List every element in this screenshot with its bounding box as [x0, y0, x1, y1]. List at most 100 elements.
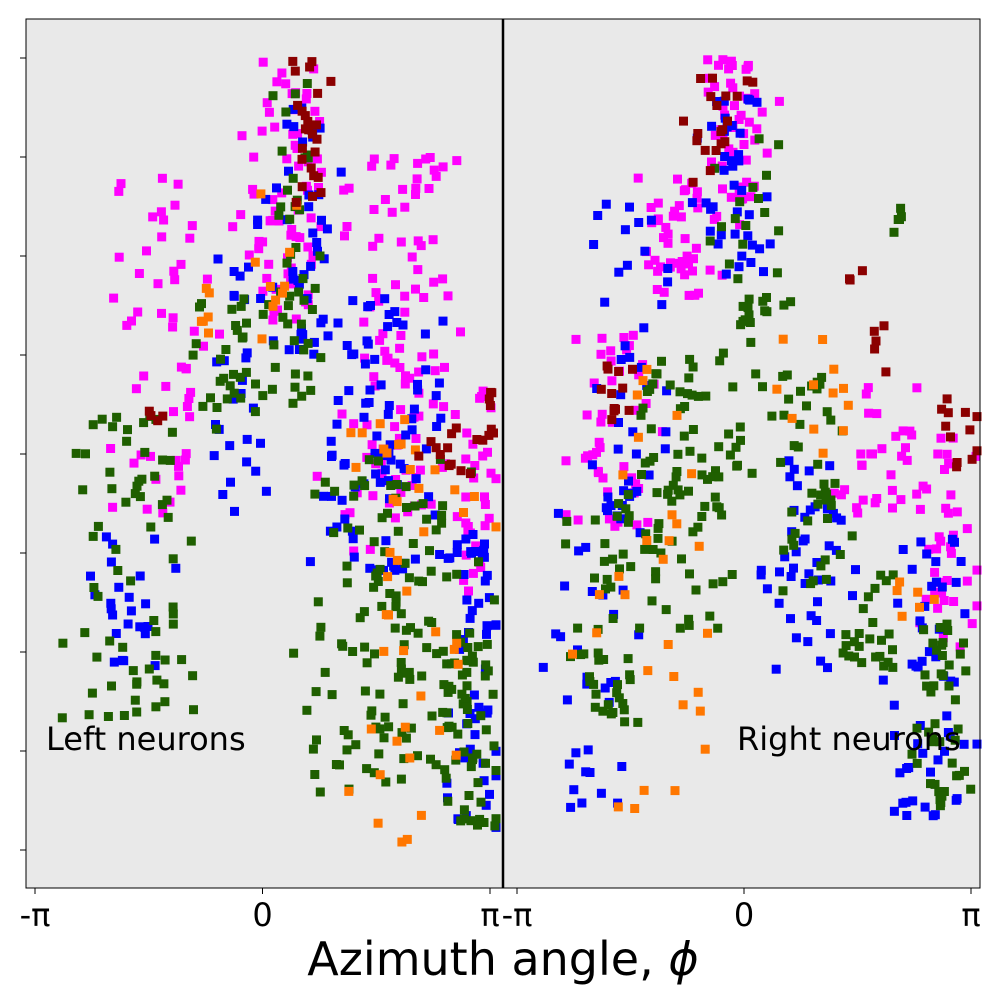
- left-point: [395, 343, 405, 353]
- left-point: [385, 589, 395, 598]
- right-point: [881, 367, 891, 377]
- right-point: [856, 449, 866, 459]
- right-point: [614, 418, 623, 427]
- right-point: [758, 382, 767, 392]
- right-point: [634, 630, 644, 640]
- left-point: [429, 349, 439, 359]
- right-point: [713, 239, 723, 249]
- left-point: [158, 411, 168, 421]
- left-point: [465, 744, 475, 754]
- left-point: [289, 336, 299, 346]
- right-point: [778, 586, 788, 596]
- left-point: [229, 267, 239, 276]
- left-point: [121, 497, 131, 507]
- right-point: [734, 150, 744, 160]
- right-point: [887, 485, 897, 495]
- right-point: [823, 663, 832, 673]
- right-point: [920, 802, 930, 812]
- left-point: [291, 197, 301, 207]
- left-point: [87, 688, 97, 698]
- left-point: [435, 454, 445, 464]
- right-point: [676, 212, 686, 222]
- right-point: [694, 541, 704, 551]
- left-point: [159, 679, 169, 689]
- right-point: [685, 446, 695, 456]
- left-point: [450, 485, 460, 495]
- right-point: [651, 567, 661, 577]
- left-point: [401, 733, 411, 743]
- right-point: [644, 470, 654, 480]
- left-point: [359, 317, 369, 327]
- right-point: [603, 487, 613, 497]
- left-point: [107, 484, 117, 494]
- left-point: [459, 805, 469, 815]
- left-point: [303, 338, 313, 348]
- left-point: [184, 394, 194, 403]
- right-point: [952, 507, 962, 517]
- right-point: [748, 77, 758, 87]
- left-point: [397, 837, 407, 847]
- right-point: [857, 266, 867, 276]
- right-point: [822, 407, 832, 417]
- left-point: [386, 160, 396, 170]
- right-point: [718, 348, 728, 358]
- left-point: [438, 162, 448, 172]
- right-point: [774, 96, 784, 106]
- right-point: [962, 524, 972, 534]
- right-point: [667, 496, 677, 506]
- left-point: [293, 276, 303, 285]
- left-point: [168, 554, 178, 564]
- left-point: [148, 212, 158, 222]
- left-point: [301, 94, 311, 104]
- left-point: [462, 667, 472, 677]
- x-tick-label: -π: [502, 896, 533, 934]
- left-point: [462, 655, 472, 665]
- left-point: [485, 789, 494, 799]
- right-point: [596, 349, 606, 359]
- right-point: [907, 749, 917, 759]
- right-point: [952, 458, 962, 467]
- right-point: [972, 739, 982, 749]
- left-point: [491, 522, 501, 532]
- right-point: [724, 259, 734, 269]
- left-point: [398, 184, 408, 194]
- left-point: [294, 161, 304, 171]
- left-point: [211, 424, 221, 434]
- right-point: [706, 92, 716, 102]
- right-point: [877, 635, 886, 645]
- right-point: [959, 739, 969, 749]
- right-point: [950, 695, 960, 705]
- left-point: [487, 388, 497, 398]
- right-point: [657, 356, 666, 366]
- left-point: [302, 79, 312, 88]
- left-point: [368, 241, 378, 251]
- right-point: [661, 222, 671, 232]
- left-point: [126, 576, 136, 586]
- right-point: [772, 384, 782, 394]
- left-point: [242, 348, 252, 358]
- left-point: [261, 486, 271, 496]
- left-point: [107, 681, 116, 691]
- right-point: [606, 356, 616, 366]
- left-point: [307, 305, 317, 314]
- left-point: [168, 313, 178, 323]
- right-point: [620, 225, 630, 235]
- right-point: [650, 255, 660, 265]
- left-point: [278, 288, 287, 298]
- right-point: [813, 597, 822, 607]
- left-point: [364, 455, 374, 465]
- right-point: [789, 441, 799, 451]
- left-point: [456, 816, 466, 826]
- left-point: [291, 314, 301, 324]
- right-point: [624, 476, 633, 486]
- left-point: [407, 425, 417, 435]
- left-point: [333, 318, 343, 328]
- right-point: [661, 605, 671, 615]
- right-point: [635, 528, 645, 538]
- right-point: [737, 185, 747, 195]
- left-point: [327, 450, 337, 460]
- left-point: [337, 495, 347, 505]
- left-point: [92, 652, 102, 662]
- left-point: [219, 373, 229, 383]
- left-point: [212, 403, 222, 412]
